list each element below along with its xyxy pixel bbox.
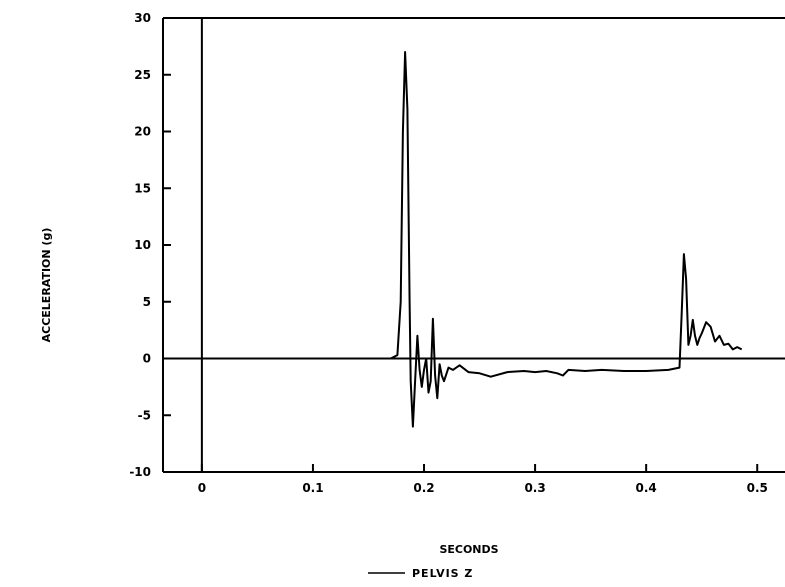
y-tick-label: 30 [134, 11, 151, 25]
x-tick-label: 0.4 [636, 481, 657, 495]
zero-reference-lines [163, 18, 785, 472]
y-tick-label: 0 [143, 352, 151, 366]
x-axis-ticks: 0 0.1 0.2 0.3 0.4 0.5 [198, 464, 768, 495]
x-tick-label: 0.1 [302, 481, 323, 495]
x-tick-label: 0 [198, 481, 206, 495]
plot-frame [162, 17, 785, 473]
series-line-pelvis-z [201, 51, 743, 428]
y-axis-title: ACCELERATION (g) [40, 228, 53, 343]
legend: PELVIS Z [368, 567, 473, 580]
series-group [201, 51, 743, 428]
y-tick-label: -10 [129, 465, 151, 479]
y-tick-label: 5 [143, 295, 151, 309]
y-tick-label: 15 [134, 181, 151, 195]
y-tick-label: -5 [138, 408, 151, 422]
legend-label: PELVIS Z [412, 567, 473, 580]
y-axis-ticks: -10 -5 0 5 10 15 20 25 30 [129, 11, 171, 479]
x-tick-label: 0.5 [747, 481, 768, 495]
y-tick-label: 25 [134, 68, 151, 82]
y-tick-label: 20 [134, 125, 151, 139]
x-tick-label: 0.2 [413, 481, 434, 495]
x-tick-label: 0.3 [524, 481, 545, 495]
x-axis-title: SECONDS [439, 543, 498, 556]
y-tick-label: 10 [134, 238, 151, 252]
